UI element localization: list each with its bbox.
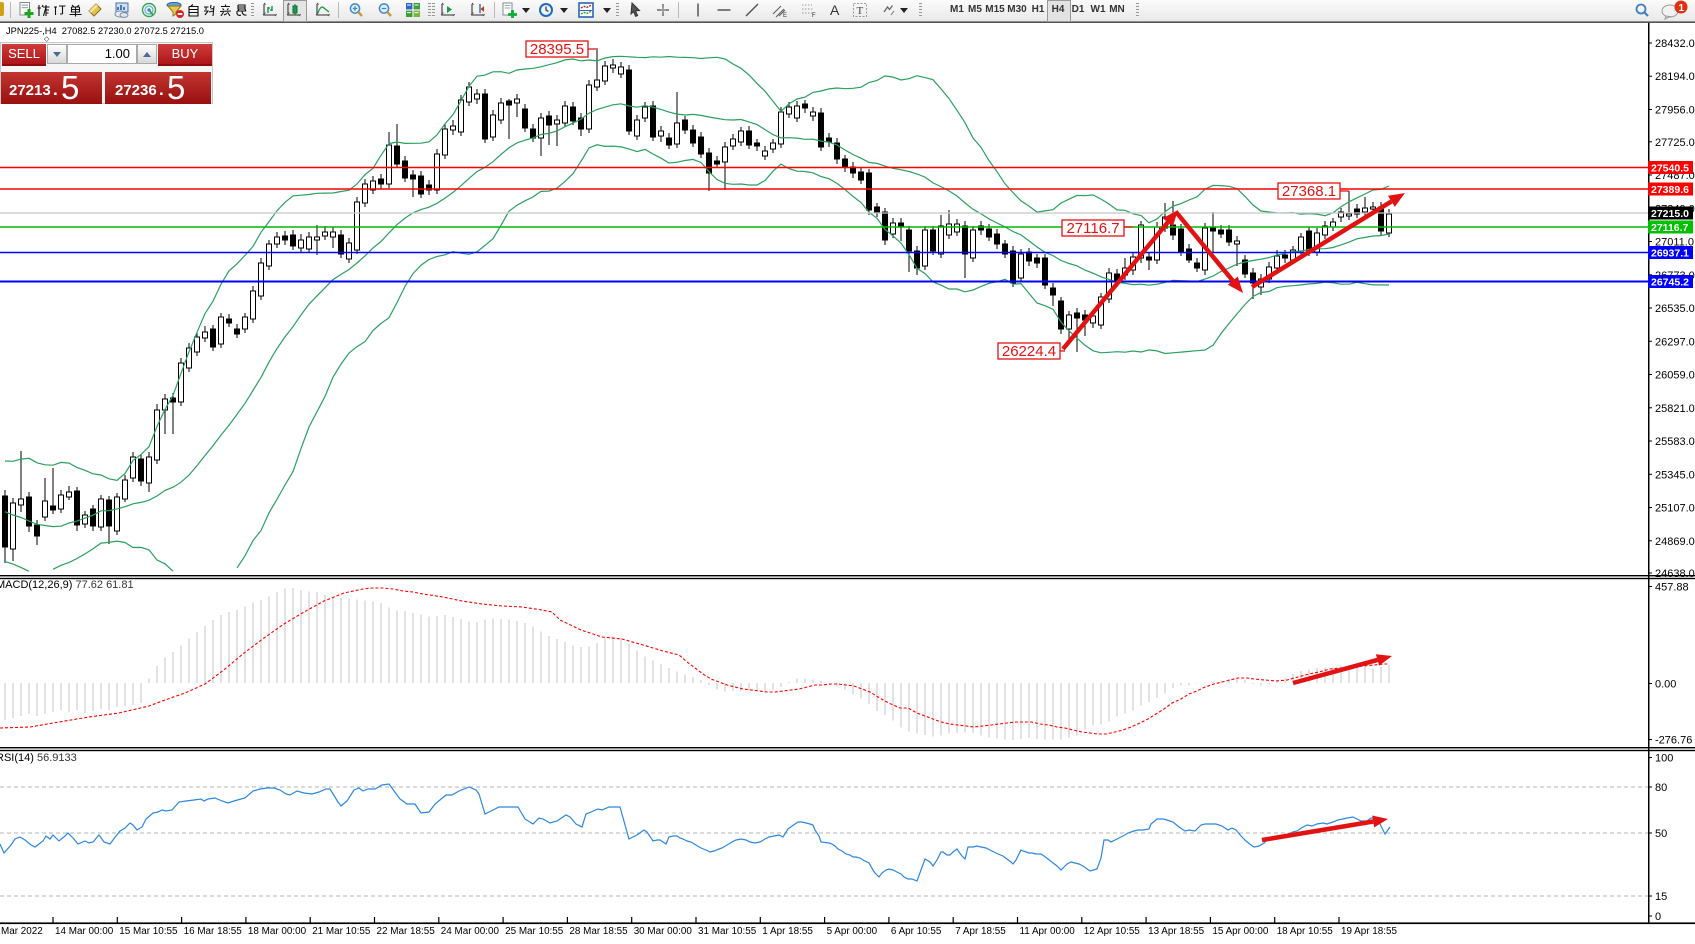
svg-text:24638.0: 24638.0: [1655, 568, 1695, 580]
svg-text:26297.0: 26297.0: [1655, 336, 1695, 348]
svg-text:28395.5: 28395.5: [530, 41, 584, 58]
svg-text:27368.1: 27368.1: [1282, 183, 1336, 200]
svg-text:12 Apr 10:55: 12 Apr 10:55: [1084, 926, 1141, 937]
svg-text:27116.7: 27116.7: [1651, 222, 1689, 234]
svg-text:1 Apr 18:55: 1 Apr 18:55: [762, 926, 813, 937]
svg-text:1: 1: [1679, 3, 1685, 14]
svg-text:80: 80: [1655, 782, 1667, 794]
svg-text:7 Apr 18:55: 7 Apr 18:55: [955, 926, 1006, 937]
svg-text:-276.76: -276.76: [1655, 735, 1692, 747]
svg-text:16 Mar 18:55: 16 Mar 18:55: [184, 926, 243, 937]
svg-text:6 Apr 10:55: 6 Apr 10:55: [891, 926, 942, 937]
svg-text:27956.0: 27956.0: [1655, 105, 1695, 117]
svg-text:19 Apr 18:55: 19 Apr 18:55: [1341, 926, 1398, 937]
svg-text:26059.0: 26059.0: [1655, 370, 1695, 382]
svg-text:27011.0: 27011.0: [1655, 237, 1694, 249]
svg-text:26745.2: 26745.2: [1651, 277, 1689, 289]
svg-text:25583.0: 25583.0: [1655, 436, 1695, 448]
svg-text:E: E: [783, 13, 787, 18]
svg-text:28432.0: 28432.0: [1655, 38, 1695, 50]
svg-text:15 Apr 00:00: 15 Apr 00:00: [1212, 926, 1269, 937]
svg-text:JPN225-,H4 27082.5 27230.0 27: JPN225-,H4 27082.5 27230.0 27072.5 27215…: [6, 26, 204, 36]
svg-text:F: F: [812, 13, 816, 18]
svg-text:18 Mar 00:00: 18 Mar 00:00: [248, 926, 307, 937]
svg-text:25345.0: 25345.0: [1655, 469, 1695, 481]
svg-text:31 Mar 10:55: 31 Mar 10:55: [698, 926, 757, 937]
svg-text:26937.1: 26937.1: [1651, 248, 1689, 260]
svg-text:25 Mar 10:55: 25 Mar 10:55: [505, 926, 564, 937]
svg-text:25821.0: 25821.0: [1655, 403, 1695, 415]
svg-text:11 Apr 00:00: 11 Apr 00:00: [1020, 926, 1076, 937]
svg-text:5 Apr 00:00: 5 Apr 00:00: [827, 926, 878, 937]
svg-text:RSI(14) 56.9133: RSI(14) 56.9133: [0, 752, 77, 764]
svg-text:28 Mar 18:55: 28 Mar 18:55: [569, 926, 628, 937]
svg-text:27389.6: 27389.6: [1651, 184, 1689, 196]
svg-text:22 Mar 18:55: 22 Mar 18:55: [377, 926, 436, 937]
svg-text:18 Apr 10:55: 18 Apr 10:55: [1277, 926, 1334, 937]
svg-text:24 Mar 00:00: 24 Mar 00:00: [441, 926, 500, 937]
svg-text:26224.4: 26224.4: [1002, 343, 1056, 360]
svg-text:24869.0: 24869.0: [1655, 536, 1695, 548]
svg-text:28194.0: 28194.0: [1655, 71, 1695, 83]
svg-text:T: T: [857, 5, 864, 17]
svg-text:26535.0: 26535.0: [1655, 303, 1695, 315]
svg-text:100: 100: [1655, 753, 1673, 765]
svg-text:50: 50: [1655, 828, 1667, 840]
svg-text:Mar 2022: Mar 2022: [1, 926, 43, 937]
svg-text:15: 15: [1655, 891, 1667, 903]
svg-text:27116.7: 27116.7: [1066, 220, 1119, 237]
svg-text:14 Mar 00:00: 14 Mar 00:00: [55, 926, 114, 937]
svg-text:27215.0: 27215.0: [1651, 208, 1689, 220]
svg-text:30 Mar 00:00: 30 Mar 00:00: [634, 926, 693, 937]
svg-text:0.00: 0.00: [1655, 679, 1676, 691]
svg-text:27725.0: 27725.0: [1655, 137, 1695, 149]
svg-text:21 Mar 10:55: 21 Mar 10:55: [312, 926, 371, 937]
svg-text:457.88: 457.88: [1655, 582, 1689, 594]
svg-text:MACD(12,26,9) 77.62 61.81: MACD(12,26,9) 77.62 61.81: [0, 579, 134, 591]
svg-text:◇: ◇: [44, 36, 50, 43]
svg-text:27540.5: 27540.5: [1651, 163, 1689, 175]
svg-text:25107.0: 25107.0: [1655, 503, 1695, 515]
svg-text:0: 0: [1655, 911, 1661, 923]
svg-text:13 Apr 18:55: 13 Apr 18:55: [1148, 926, 1205, 937]
svg-text:15 Mar 10:55: 15 Mar 10:55: [119, 926, 178, 937]
